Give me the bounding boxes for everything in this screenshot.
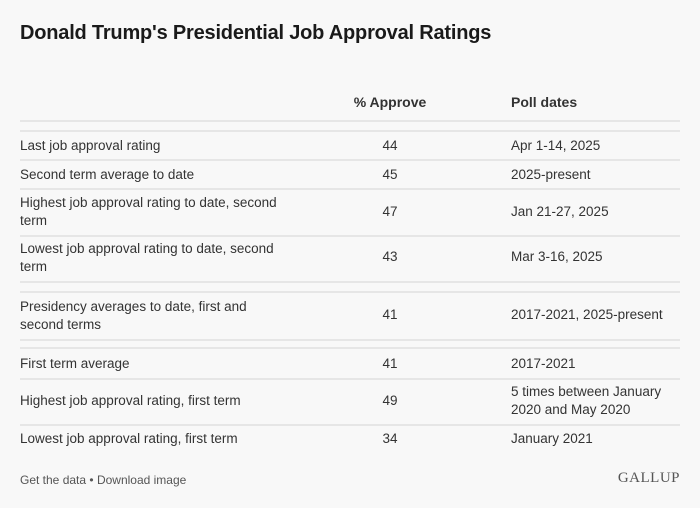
row-approve-value: 41 <box>382 307 398 322</box>
row-divider <box>20 130 680 132</box>
row-label: Presidency averages to date, first and s… <box>20 299 247 332</box>
row-divider <box>20 378 680 380</box>
gallup-logo: GALLUP <box>617 470 680 486</box>
row-poll-dates: Mar 3-16, 2025 <box>511 249 603 264</box>
row-divider <box>20 347 680 349</box>
download-image-link[interactable]: Download image <box>96 473 187 487</box>
row-label: First term average <box>20 356 130 371</box>
column-header-approve: % Approve <box>353 94 427 110</box>
row-poll-dates: 2017-2021 <box>511 356 576 371</box>
row-label: Second term average to date <box>20 167 195 182</box>
row-label: Highest job approval rating, first term <box>20 393 241 408</box>
row-approve-value: 43 <box>382 249 398 264</box>
row-poll-dates: Jan 21-27, 2025 <box>511 204 609 219</box>
row-approve-value: 34 <box>382 431 398 446</box>
row-approve-value: 44 <box>382 138 398 153</box>
column-header-poll-dates: Poll dates <box>511 94 578 110</box>
row-divider <box>20 235 680 237</box>
row-divider <box>20 424 680 426</box>
chart-title: Donald Trump's Presidential Job Approval… <box>20 22 492 44</box>
row-poll-dates: January 2021 <box>511 431 593 446</box>
section-divider <box>20 281 680 283</box>
row-label: Lowest job approval rating to date, seco… <box>20 241 274 274</box>
row-divider <box>20 291 680 293</box>
get-data-link[interactable]: Get the data <box>20 473 87 487</box>
row-approve-value: 49 <box>382 393 398 408</box>
section-divider <box>20 339 680 341</box>
row-poll-dates: Apr 1-14, 2025 <box>511 138 601 153</box>
row-poll-dates: 2017-2021, 2025-present <box>511 307 663 322</box>
row-label: Last job approval rating <box>20 138 161 153</box>
row-poll-dates: 5 times between January 2020 and May 202… <box>511 384 662 417</box>
row-approve-value: 47 <box>382 204 398 219</box>
footer-links: Get the data • Download image <box>20 473 186 487</box>
header-divider <box>20 120 680 122</box>
row-label: Highest job approval rating to date, sec… <box>20 195 277 228</box>
row-label: Lowest job approval rating, first term <box>20 431 238 446</box>
row-approve-value: 41 <box>382 356 398 371</box>
footer-separator: • <box>89 473 94 487</box>
row-divider <box>20 188 680 190</box>
row-poll-dates: 2025-present <box>511 167 591 182</box>
row-approve-value: 45 <box>382 167 398 182</box>
row-divider <box>20 159 680 161</box>
